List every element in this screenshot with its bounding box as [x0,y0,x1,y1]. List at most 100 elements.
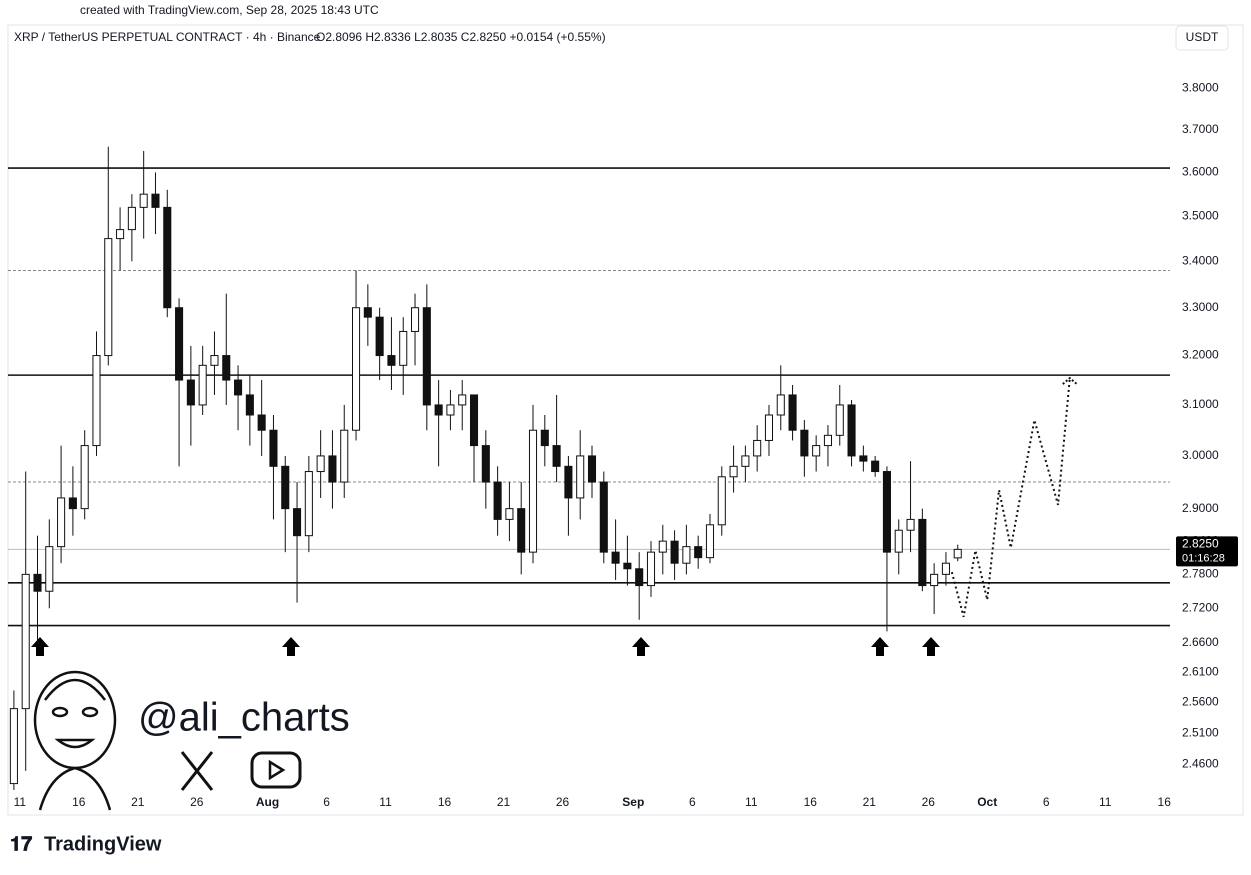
currency-box [1175,25,1229,51]
candle-body [894,529,903,553]
candle-body [587,455,597,483]
candle-body [104,238,113,357]
candle-body [918,518,927,587]
candle-body [599,481,608,553]
candle-body [753,439,762,457]
candle-body [210,355,219,366]
candle-body [717,476,726,526]
arrow [871,637,889,656]
chart-frame [7,24,1244,816]
candle-body [328,455,337,483]
candle-body [670,540,679,564]
candle-body [222,355,231,381]
countdown: 01:16:28 [1182,552,1225,564]
candle-body [163,206,172,309]
candle-body [92,355,101,447]
candle-body [127,206,136,231]
x-tick-label: 6 [1043,795,1050,809]
x-tick-label: 6 [689,795,696,809]
x-tick-label: 11 [1099,795,1112,809]
candle-body [257,414,266,431]
candle-body [906,518,915,531]
candle-body [80,445,89,510]
candle-body [304,471,313,537]
candle-body [45,546,54,592]
x-tick-label: Aug [256,795,279,809]
candle-body [635,568,644,587]
candle-body [352,307,361,431]
candle-body [764,414,774,441]
y-tick-label: 3.8000 [1182,81,1219,95]
y-tick-label: 3.0000 [1182,448,1219,462]
candle-body [293,508,302,537]
candle-body [363,307,372,318]
candle-body [682,546,691,564]
candle-body [33,573,42,592]
candle-body [399,330,408,366]
created-with: created with TradingView.com, Sep 28, 20… [80,3,379,17]
x-tick-label: 26 [190,795,204,809]
y-tick-label: 3.1000 [1182,397,1219,411]
x-tick-label: Oct [977,795,997,809]
author-avatar [33,670,117,811]
candle-body [151,193,160,208]
candle-body [68,497,77,510]
candle-body [9,708,18,785]
candle-body [812,445,821,457]
x-tick-label: 11 [14,795,27,809]
arrow [31,637,49,656]
candle-body [564,465,573,499]
candle-body [658,540,667,553]
brand-name: TradingView [44,833,162,855]
y-tick-label: 3.4000 [1182,253,1219,267]
candle-body [517,508,526,553]
candle-body [505,508,514,520]
candle-body [21,573,30,710]
candle-body [788,394,797,431]
candle-body [705,524,715,559]
candle-body [57,497,66,548]
x-tick-label: 21 [131,795,145,809]
x-tick-label: 16 [438,795,452,809]
symbol-title: XRP / TetherUS PERPETUAL CONTRACT · 4h ·… [14,30,321,44]
projection-arrowhead [1062,376,1078,385]
candle-body [623,562,632,570]
candle-body [847,404,856,457]
candle-body [481,445,490,483]
candle-body [540,429,549,447]
x-tick-label: 16 [72,795,86,809]
brand-mark: 𝟏𝟕 [10,833,32,855]
candle-body [930,573,939,587]
candle-body [139,193,148,208]
candle-body [576,455,585,499]
x-tick-label: Sep [622,795,644,809]
candle-body [410,307,420,332]
candle-body [741,455,750,467]
x-tick-label: 26 [556,795,570,809]
x-tick-label: 16 [804,795,818,809]
arrows [31,637,940,656]
candle-body [800,429,809,457]
author-handle: @ali_charts [138,696,350,740]
y-tick-label: 3.6000 [1182,165,1219,179]
x-tick-label: 16 [1158,795,1172,809]
y-tick-label: 2.6600 [1182,635,1219,649]
candle-body [281,465,290,510]
x-tick-label: 11 [379,795,392,809]
arrow [922,637,940,656]
x-tick-label: 21 [863,795,877,809]
candle-body [493,481,502,520]
candle-body [116,229,125,240]
y-tick-label: 2.5600 [1182,695,1219,709]
candle-body [552,445,561,467]
candle-body [859,455,868,462]
candle-body [694,546,703,559]
candle-body [446,404,455,416]
x-tick-label: 6 [323,795,330,809]
x-tick-label: 11 [745,795,758,809]
candle-body [882,471,891,553]
y-tick-label: 3.3000 [1182,300,1219,314]
candle-body [528,429,538,553]
